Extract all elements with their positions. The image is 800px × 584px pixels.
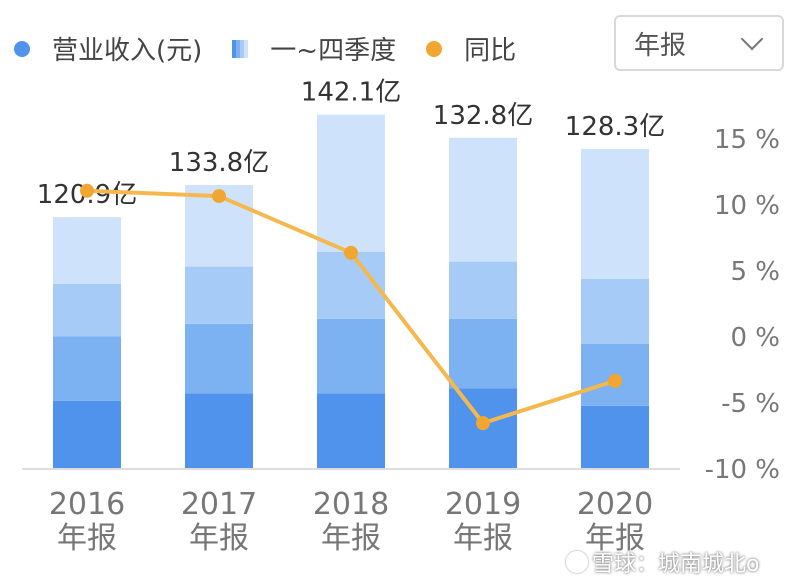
bar-2019-q4	[449, 137, 517, 262]
yoy-point-2016	[80, 183, 94, 198]
bar-2017-q2	[185, 323, 253, 394]
period-select[interactable]: 年报	[614, 15, 784, 71]
bar-2017-q1	[185, 393, 253, 468]
watermark-text: 雪球：城南城北o	[592, 552, 760, 577]
legend-yoy-label: 同比	[464, 36, 517, 66]
bar-2019-q3	[449, 261, 517, 319]
bar-2020-q1	[581, 405, 649, 468]
bar-2020-q3	[581, 279, 649, 344]
x-tick-suffix-2017: 年报	[189, 521, 249, 556]
total-label-2019: 132.8亿	[433, 101, 533, 131]
x-tick-suffix-2016: 年报	[57, 521, 117, 556]
x-tick-year-2019: 2019	[445, 487, 521, 522]
bar-2016-q3	[53, 284, 121, 337]
bar-2019-q2	[449, 318, 517, 389]
total-label-2017: 133.8亿	[169, 148, 269, 178]
stacked-bars-icon	[232, 39, 249, 58]
x-tick-year-2020: 2020	[577, 487, 653, 522]
legend-quarters[interactable]: 一~四季度	[232, 30, 396, 67]
x-tick-suffix-2019: 年报	[453, 521, 513, 556]
bar-2020-q4	[581, 148, 649, 280]
total-label-2018: 142.1亿	[301, 78, 401, 108]
bar-2018-q1	[317, 393, 385, 468]
y-right-tick-3: 0 %	[730, 323, 780, 353]
x-tick-year-2017: 2017	[181, 487, 257, 522]
yoy-point-2018	[344, 245, 358, 260]
y-right-tick-4: -5 %	[721, 389, 780, 419]
y-right-tick-1: 10 %	[714, 191, 780, 221]
bar-2018-q2	[317, 318, 385, 394]
chart-legend: 营业收入(元) 一~四季度 同比	[14, 30, 546, 67]
bar-2018-q4	[317, 114, 385, 252]
bar-2016-q2	[53, 336, 121, 401]
yoy-point-2017	[212, 189, 226, 204]
y-right-tick-0: 15 %	[714, 125, 780, 155]
snowball-logo-icon	[566, 551, 588, 573]
legend-quarters-label: 一~四季度	[270, 36, 397, 66]
bar-2017-q3	[185, 266, 253, 324]
y-right-tick-2: 5 %	[730, 257, 780, 287]
legend-yoy[interactable]: 同比	[426, 30, 516, 67]
bar-2016-q4	[53, 217, 121, 284]
yoy-dot-icon	[426, 40, 443, 57]
bar-2016-q1	[53, 400, 121, 468]
x-tick-suffix-2020: 年报	[585, 521, 645, 556]
x-tick-year-2018: 2018	[313, 487, 389, 522]
total-label-2020: 128.3亿	[565, 112, 665, 142]
legend-revenue[interactable]: 营业收入(元)	[14, 30, 202, 67]
legend-revenue-label: 营业收入(元)	[52, 36, 203, 66]
x-tick-year-2016: 2016	[49, 487, 125, 522]
x-tick-suffix-2018: 年报	[321, 521, 381, 556]
revenue-dot-icon	[14, 40, 30, 57]
y-right-tick-5: -10 %	[705, 455, 780, 485]
yoy-point-2020	[608, 373, 622, 388]
yoy-point-2019	[476, 416, 490, 431]
period-select-value: 年报	[634, 30, 687, 61]
watermark: 雪球：城南城北o	[566, 546, 759, 578]
